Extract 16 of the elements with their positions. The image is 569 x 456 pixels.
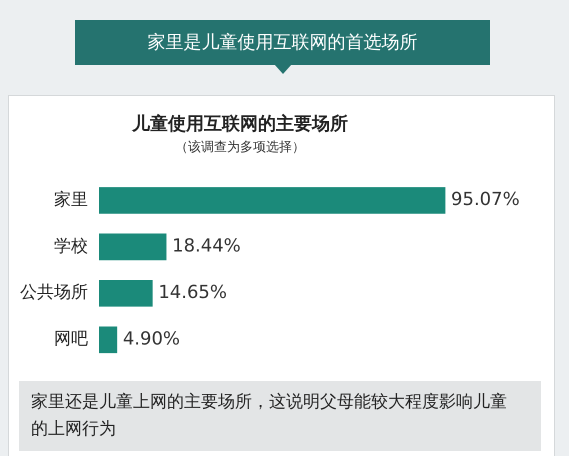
bar [99, 280, 153, 307]
data-label: 95.07% [451, 189, 520, 210]
y-tick-label: 公共场所 [20, 282, 88, 303]
data-label: 14.65% [158, 282, 227, 303]
y-tick-label: 家里 [54, 190, 88, 210]
y-tick-label: 学校 [54, 236, 88, 256]
bar [99, 234, 166, 260]
text: 家里是儿童使用互联网的首选场所 [75, 20, 490, 65]
bar [99, 187, 446, 214]
y-tick-label: 网吧 [54, 329, 88, 350]
data-label: 4.90% [122, 328, 180, 350]
bar [99, 326, 118, 354]
chart-title: 儿童使用互联网的主要场所 [131, 113, 348, 134]
text: 家里还是儿童上网的主要场所，这说明父母能较大程度影响儿童的上网行为 [19, 381, 541, 451]
data-label: 18.44% [172, 236, 241, 257]
chart-subtitle: （该调查为多项选择） [175, 138, 305, 155]
